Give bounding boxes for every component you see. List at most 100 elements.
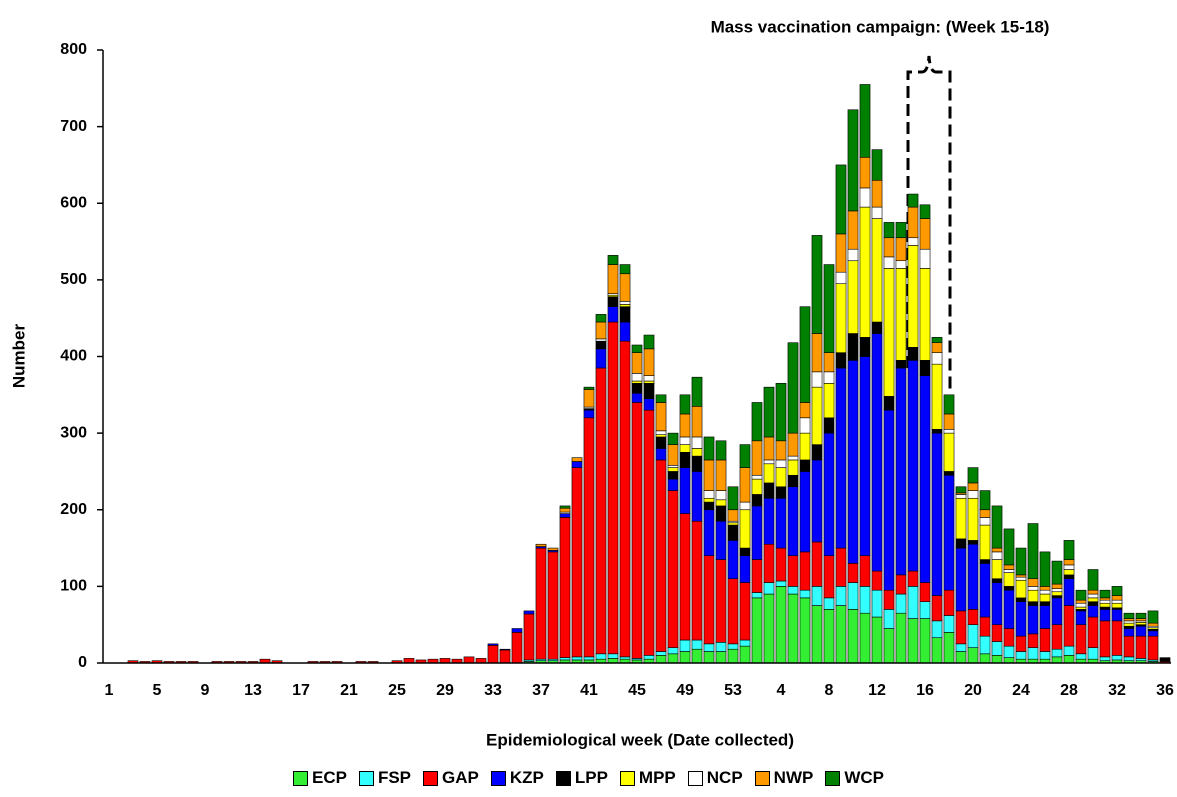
bar-segment (955, 643, 967, 652)
bar-segment (1027, 578, 1039, 587)
bar-segment (919, 618, 931, 664)
bar-segment (883, 628, 895, 664)
bar-segment (1063, 645, 1075, 656)
bar-segment (559, 505, 571, 509)
bar-segment (859, 187, 871, 208)
y-tick-label: 500 (60, 271, 87, 288)
bar-segment (823, 371, 835, 384)
x-tick-label: 28 (1060, 682, 1078, 699)
bar-segment (787, 474, 799, 488)
bar-segment (715, 651, 727, 664)
x-tick-label: 33 (484, 682, 502, 699)
bar-segment (583, 656, 595, 661)
legend-item: NCP (687, 768, 743, 788)
bar-segment (667, 471, 679, 480)
bar-segment (751, 597, 763, 664)
bar-segment (859, 337, 871, 357)
bar-segment (895, 574, 907, 595)
bar-segment (871, 321, 883, 334)
bar-segment (691, 406, 703, 438)
bar-segment (979, 653, 991, 664)
legend-label: MPP (638, 768, 676, 787)
bar-segment (703, 501, 715, 511)
bar-segment (1087, 601, 1099, 606)
bar-segment (1135, 625, 1147, 637)
bar-segment (919, 360, 931, 376)
bar-segment (691, 436, 703, 449)
bar-segment (1135, 612, 1147, 619)
bar-segment (703, 643, 715, 652)
bar-segment (751, 474, 763, 480)
bar-segment (619, 304, 631, 307)
bar-segment (1147, 630, 1159, 637)
bar-segment (643, 383, 655, 399)
bar-segment (931, 432, 943, 596)
x-tick-label: 29 (436, 682, 454, 699)
bar-segment (1015, 576, 1027, 581)
bar-segment (607, 255, 619, 265)
bar-segment (1111, 609, 1123, 622)
bar-segment (1099, 597, 1111, 601)
legend-item: FSP (358, 768, 412, 788)
bar-segment (655, 394, 667, 403)
bar-segment (931, 337, 943, 344)
bar-segment (1111, 599, 1123, 604)
bar-segment (655, 655, 667, 664)
bar-segment (1039, 586, 1051, 591)
bar-segment (1003, 569, 1015, 573)
x-tick-label: 1 (105, 682, 114, 699)
bar-segment (1099, 606, 1111, 610)
bar-segment (967, 482, 979, 491)
bar-segment (919, 218, 931, 250)
bar-segment (739, 547, 751, 557)
y-tick-label: 700 (60, 118, 87, 135)
bar-segment (991, 551, 1003, 560)
legend-item: LPP (555, 768, 608, 788)
bar-segment (1111, 586, 1123, 596)
bar-segment (523, 610, 535, 615)
legend-label: FSP (377, 768, 412, 787)
bar-segment (919, 582, 931, 603)
bar-segment (547, 547, 559, 551)
bar-segment (799, 551, 811, 591)
bar-segment (907, 570, 919, 587)
bar-segment (775, 383, 787, 442)
bar-segment (955, 651, 967, 664)
bar-segment (1123, 635, 1135, 658)
bar-segment (883, 409, 895, 591)
bar-segment (631, 373, 643, 382)
bar-segment (811, 541, 823, 587)
bar-segment (751, 494, 763, 507)
bar-segment (1063, 578, 1075, 606)
bar-segment (643, 398, 655, 411)
bar-segment (991, 624, 1003, 642)
bar-segment (847, 260, 859, 334)
bar-segment (907, 193, 919, 208)
bar-segment (1087, 597, 1099, 603)
x-tick-label: 13 (244, 682, 262, 699)
bar-segment (883, 222, 895, 239)
bar-segment (751, 592, 763, 599)
bar-segment (775, 467, 787, 488)
legend-label: KZP (509, 768, 544, 787)
bar-segment (775, 440, 787, 461)
bar-segment (727, 486, 739, 511)
bar-segment (991, 559, 1003, 580)
bar-segment (559, 513, 571, 518)
legend-label: NWP (773, 768, 814, 787)
bar-segment (715, 490, 727, 501)
bar-segment (883, 256, 895, 269)
bar-segment (907, 245, 919, 348)
bar-segment (487, 645, 499, 664)
bar-segment (799, 306, 811, 403)
bar-segment (655, 430, 667, 435)
bar-segment (895, 260, 907, 269)
bar-segment (883, 396, 895, 411)
bar-segment (895, 593, 907, 614)
bar-segment (607, 653, 619, 659)
bar-segment (715, 642, 727, 652)
legend-swatch (292, 770, 308, 786)
bar-segment (1063, 574, 1075, 580)
bar-segment (1123, 618, 1135, 622)
bar-segment (679, 394, 691, 415)
